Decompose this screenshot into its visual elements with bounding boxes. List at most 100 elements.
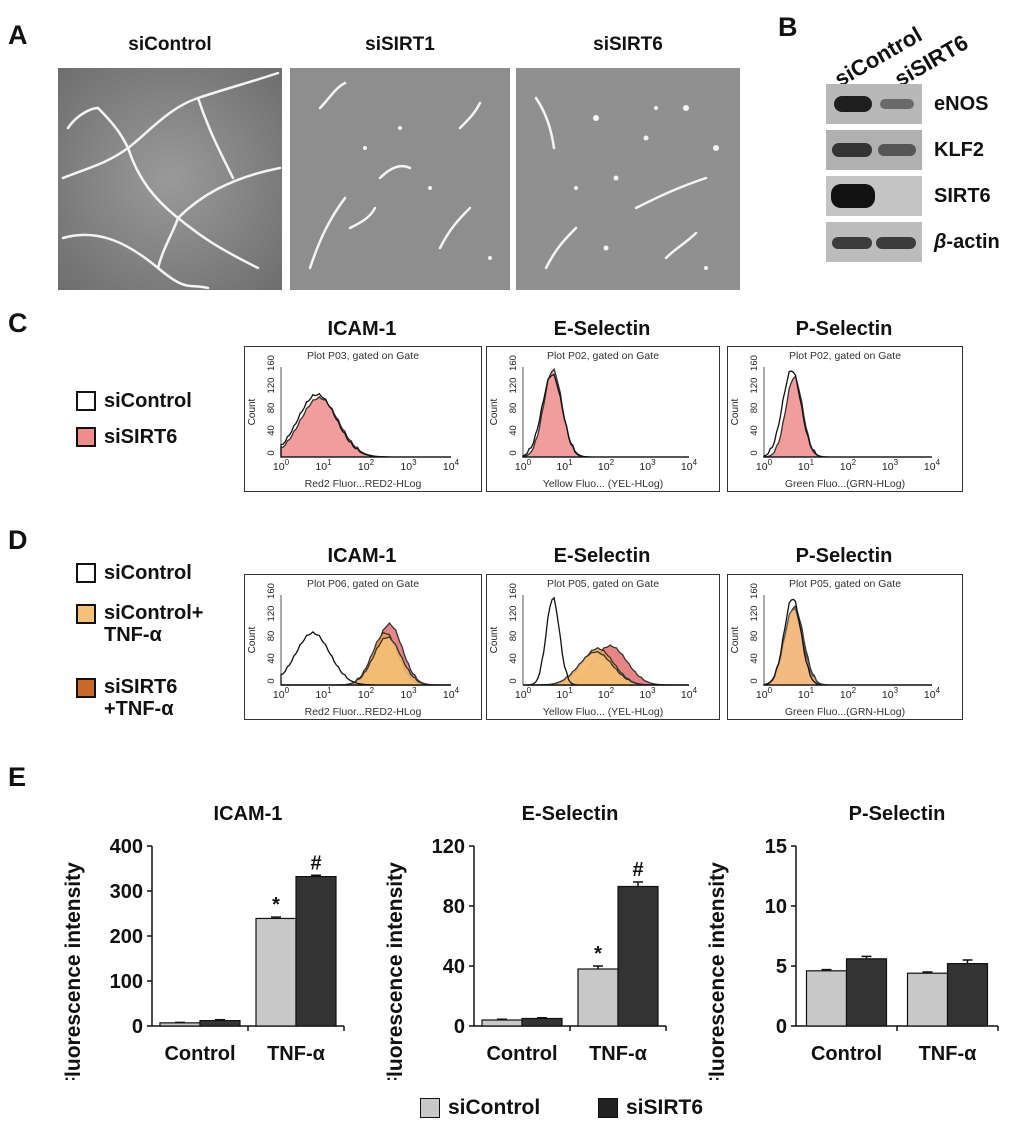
flow-y-tick: 40 bbox=[749, 425, 760, 436]
histogram-curve bbox=[763, 370, 932, 458]
flow-x-tick: 101 bbox=[556, 458, 573, 473]
bar bbox=[159, 1022, 201, 1027]
legend-e-sisirt6: siSIRT6 bbox=[598, 1097, 703, 1119]
histogram-curve bbox=[763, 598, 932, 686]
swatch bbox=[598, 1098, 618, 1118]
flow-title-c-esel: E-Selectin bbox=[553, 318, 651, 340]
histogram-curve bbox=[523, 596, 689, 686]
flow-y-tick: 120 bbox=[749, 378, 760, 394]
flow-x-tick: 101 bbox=[798, 458, 815, 473]
micrograph-title-sisirt1: siSIRT1 bbox=[365, 34, 435, 55]
blot-strip-sirt6 bbox=[826, 176, 922, 216]
chart-title: ICAM-1 bbox=[214, 803, 283, 825]
flow-x-tick: 103 bbox=[639, 458, 656, 473]
flow-y-tick: 80 bbox=[266, 631, 277, 642]
chart-y-tick-label: 15 bbox=[765, 836, 787, 858]
flow-y-label: Count bbox=[730, 626, 741, 653]
panel-label-d: D bbox=[8, 525, 28, 555]
flow-y-tick: 160 bbox=[266, 355, 277, 371]
significance-marker: * bbox=[272, 894, 280, 916]
histogram-curve bbox=[281, 636, 451, 686]
micrograph-sicontrol bbox=[58, 68, 282, 290]
chart-y-tick-label: 80 bbox=[443, 896, 465, 918]
blot-strip-klf2 bbox=[826, 130, 922, 170]
flow-x-tick: 104 bbox=[681, 686, 698, 701]
significance-marker: # bbox=[310, 852, 321, 874]
flow-y-tick: 160 bbox=[508, 355, 519, 371]
flow-x-tick: 104 bbox=[924, 686, 941, 701]
flow-plot-c-icam: Plot P03, gated on Gate Count 0 40 80 120 160 1… bbox=[244, 346, 482, 492]
swatch bbox=[76, 391, 96, 411]
flow-y-tick: 40 bbox=[749, 653, 760, 664]
lane-label-sicontrol: siControl bbox=[830, 21, 927, 92]
blot-band bbox=[832, 237, 872, 249]
flow-y-label: Count bbox=[247, 626, 258, 653]
flow-plot-header: Plot P05, gated on Gate bbox=[547, 578, 659, 590]
flow-y-tick: 80 bbox=[749, 631, 760, 642]
bar bbox=[946, 963, 989, 1027]
flow-plot-d-psel: Plot P05, gated on Gate Count 0 40 80 120 160 1… bbox=[727, 574, 963, 720]
chart-title: E-Selectin bbox=[522, 803, 619, 825]
legend-d-sisirt6-tnf: siSIRT6 +TNF-α bbox=[76, 676, 177, 720]
flow-plot-d-icam: Plot P06, gated on Gate Count 0 40 80 120 160 1… bbox=[244, 574, 482, 720]
flow-x-tick: 102 bbox=[840, 458, 857, 473]
flow-x-axis-label: Yellow Fluo... (YEL-HLog) bbox=[543, 706, 663, 718]
flow-x-tick: 103 bbox=[400, 686, 417, 701]
flow-x-tick: 101 bbox=[798, 686, 815, 701]
flow-y-tick: 40 bbox=[508, 653, 519, 664]
flow-y-tick: 80 bbox=[508, 631, 519, 642]
bar bbox=[199, 1020, 241, 1027]
flow-y-tick: 40 bbox=[266, 653, 277, 664]
protein-label-klf2: KLF2 bbox=[934, 139, 984, 161]
blot-band bbox=[834, 96, 872, 112]
flow-y-tick: 120 bbox=[266, 378, 277, 394]
bar-chart-pselectin: P-Selectin Fluorescence intensity 0 5 10 15 Co… bbox=[706, 803, 999, 1080]
flow-x-tick: 100 bbox=[756, 686, 773, 701]
flow-plot-header: Plot P02, gated on Gate bbox=[547, 350, 659, 362]
bar bbox=[845, 958, 888, 1027]
flow-y-tick: 120 bbox=[508, 606, 519, 622]
flow-x-tick: 100 bbox=[756, 458, 773, 473]
blot-band bbox=[831, 184, 875, 208]
flow-x-axis-label: Red2 Fluor...RED2-HLog bbox=[305, 478, 422, 490]
flow-y-tick: 160 bbox=[266, 583, 277, 599]
flow-plot-header: Plot P03, gated on Gate bbox=[307, 350, 419, 362]
bar-chart-eselectin: E-Selectin Fluorescence intensity 0 40 80 120… bbox=[384, 803, 667, 1080]
flow-title-d-icam: ICAM-1 bbox=[327, 545, 397, 567]
flow-title-d-psel: P-Selectin bbox=[795, 545, 893, 567]
flow-y-tick: 0 bbox=[749, 450, 760, 455]
flow-x-tick: 103 bbox=[882, 686, 899, 701]
flow-y-tick: 160 bbox=[508, 583, 519, 599]
flow-y-label: Count bbox=[489, 398, 500, 425]
swatch bbox=[76, 563, 96, 583]
chart-y-label: Fluorescence intensity bbox=[62, 862, 85, 1080]
flow-x-axis-label: Red2 Fluor...RED2-HLog bbox=[305, 706, 422, 718]
chart-x-tick-label: TNF-α bbox=[919, 1043, 978, 1065]
flow-x-axis-label: Green Fluo...(GRN-HLog) bbox=[785, 478, 905, 490]
bar bbox=[481, 1019, 523, 1027]
flow-x-tick: 100 bbox=[515, 686, 532, 701]
chart-title: P-Selectin bbox=[849, 803, 946, 825]
flow-y-tick: 0 bbox=[266, 678, 277, 683]
chart-y-tick-label: 5 bbox=[776, 956, 787, 978]
panel-label-a: A bbox=[8, 20, 28, 50]
chart-y-label: Fluorescence intensity bbox=[384, 862, 407, 1080]
blot-band bbox=[876, 237, 916, 249]
flow-y-tick: 0 bbox=[266, 450, 277, 455]
flow-y-label: Count bbox=[489, 626, 500, 653]
histogram-curve bbox=[280, 395, 451, 458]
protein-label-sirt6: SIRT6 bbox=[934, 185, 991, 207]
chart-x-tick-label: Control bbox=[164, 1043, 235, 1065]
chart-y-tick-label: 40 bbox=[443, 956, 465, 978]
flow-x-tick: 100 bbox=[273, 458, 290, 473]
flow-x-tick: 101 bbox=[315, 458, 332, 473]
flow-x-tick: 100 bbox=[515, 458, 532, 473]
flow-x-tick: 101 bbox=[315, 686, 332, 701]
flow-y-tick: 0 bbox=[508, 678, 519, 683]
flow-x-tick: 103 bbox=[882, 458, 899, 473]
flow-x-tick: 100 bbox=[273, 686, 290, 701]
protein-label-enos: eNOS bbox=[934, 93, 989, 115]
flow-title-c-icam: ICAM-1 bbox=[327, 318, 397, 340]
flow-plot-header: Plot P05, gated on Gate bbox=[789, 578, 901, 590]
bar bbox=[577, 968, 619, 1027]
